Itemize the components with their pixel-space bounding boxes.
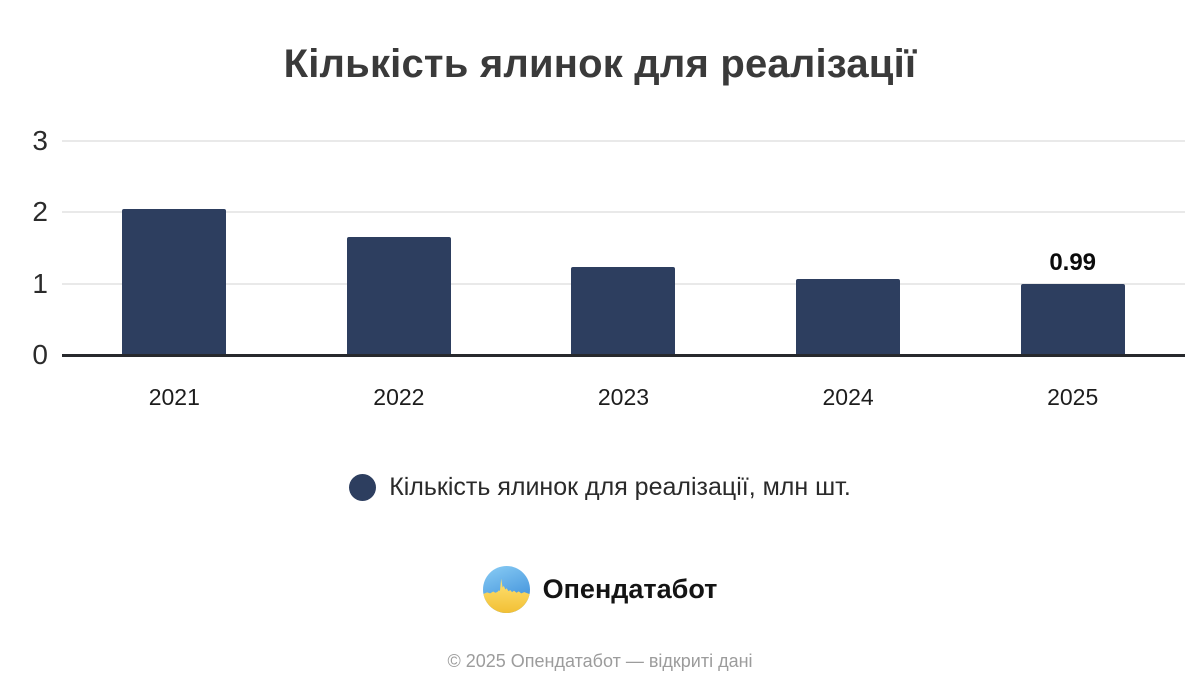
bar-2025 <box>1020 284 1125 355</box>
bar-value-label-2025: 0.99 <box>1049 249 1097 276</box>
bar-2023 <box>571 267 676 355</box>
y-axis-tick-1: 1 <box>32 267 48 299</box>
x-axis: 2021 2022 2023 2024 2025 <box>62 384 1185 411</box>
y-axis-tick-3: 3 <box>32 125 48 156</box>
legend-swatch-icon <box>349 474 377 501</box>
bar-2022 <box>346 237 451 355</box>
bar-2021 <box>122 209 227 355</box>
x-axis-label-2021: 2021 <box>148 384 200 410</box>
x-axis-label-2022: 2022 <box>373 384 425 410</box>
x-axis-label-2024: 2024 <box>822 384 874 410</box>
bar-column-2023 <box>511 141 736 355</box>
y-axis: 0 1 2 3 <box>6 127 48 369</box>
bar-column-2025: 0.99 <box>960 141 1185 355</box>
x-axis-label-2023: 2023 <box>597 384 650 410</box>
brand-block: Опендатабот <box>0 566 1200 613</box>
opendatabot-logo-icon <box>482 566 530 613</box>
bar-column-2021 <box>62 141 287 355</box>
bars-container: 0.99 <box>62 141 1185 355</box>
gridline-y3 <box>62 140 1185 142</box>
y-axis-tick-2: 2 <box>32 196 48 228</box>
x-axis-line <box>62 354 1185 357</box>
bar-2024 <box>796 279 901 355</box>
plot-area: 0.99 <box>62 140 1185 357</box>
legend: Кількість ялинок для реалізації, млн шт. <box>0 473 1200 502</box>
footer-credit: © 2025 Опендатабот — відкриті дані <box>447 651 753 671</box>
gridline-y2 <box>62 211 1185 214</box>
legend-label: Кількість ялинок для реалізації, млн шт. <box>389 473 851 501</box>
bar-column-2024 <box>736 141 961 355</box>
y-axis-tick-0: 0 <box>32 339 48 370</box>
bar-column-2022 <box>287 141 512 355</box>
brand-name: Опендатабот <box>542 574 718 604</box>
chart-title: Кількість ялинок для реалізації <box>283 42 917 86</box>
x-axis-label-2025: 2025 <box>1047 384 1099 410</box>
